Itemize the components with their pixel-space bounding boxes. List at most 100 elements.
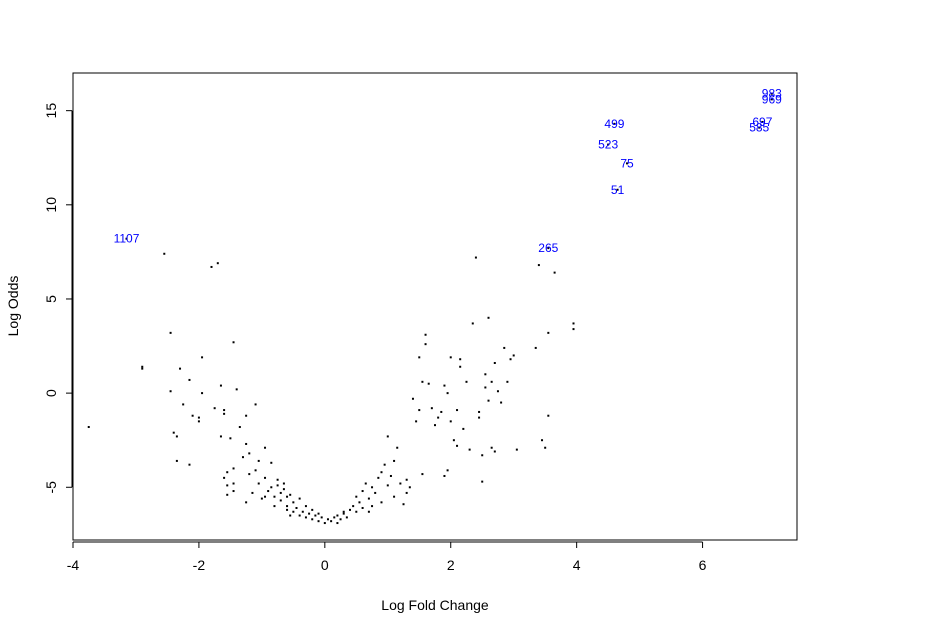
data-point xyxy=(459,365,462,368)
data-point xyxy=(292,510,295,513)
data-point xyxy=(191,414,194,417)
data-point xyxy=(393,459,396,462)
data-point xyxy=(260,497,263,500)
data-point xyxy=(298,514,301,517)
data-point xyxy=(380,501,383,504)
labeled-data-point xyxy=(607,143,610,146)
data-point xyxy=(232,490,235,493)
data-point xyxy=(481,454,484,457)
data-point xyxy=(443,474,446,477)
data-point xyxy=(389,474,392,477)
data-point xyxy=(254,469,257,472)
data-point xyxy=(493,450,496,453)
point-label: 75 xyxy=(620,156,634,170)
data-point xyxy=(487,316,490,319)
data-point xyxy=(169,390,172,393)
data-point xyxy=(267,490,270,493)
data-point xyxy=(465,380,468,383)
data-point xyxy=(226,493,229,496)
data-point xyxy=(449,356,452,359)
data-point xyxy=(188,378,191,381)
data-point xyxy=(311,508,314,511)
data-point xyxy=(515,448,518,451)
data-point xyxy=(229,437,232,440)
data-point xyxy=(273,495,276,498)
data-point xyxy=(248,473,251,476)
data-point xyxy=(352,505,355,508)
data-point xyxy=(197,420,200,423)
data-point xyxy=(471,322,474,325)
y-axis-title: Log Odds xyxy=(5,276,21,337)
x-tick-label: 2 xyxy=(447,557,455,573)
data-point xyxy=(172,431,175,434)
data-point xyxy=(456,409,459,412)
labeled-data-point xyxy=(770,92,773,95)
x-axis: -4 -2 0 2 4 6 xyxy=(67,541,707,573)
data-point xyxy=(223,412,226,415)
data-point xyxy=(509,358,512,361)
data-point xyxy=(201,392,204,395)
data-point xyxy=(434,424,436,427)
y-tick-label: 5 xyxy=(43,295,59,303)
data-point xyxy=(386,435,389,438)
data-point xyxy=(270,461,273,464)
data-point xyxy=(264,476,267,479)
data-point xyxy=(179,367,182,370)
data-point xyxy=(367,497,370,500)
data-point xyxy=(270,486,273,489)
data-point xyxy=(572,328,575,331)
point-label: 265 xyxy=(538,241,558,255)
data-point xyxy=(201,356,204,359)
data-point xyxy=(430,407,433,410)
data-point xyxy=(462,427,465,430)
data-point xyxy=(175,459,178,462)
data-point xyxy=(478,410,481,413)
data-point xyxy=(317,512,320,515)
data-point xyxy=(336,522,339,525)
data-point xyxy=(393,495,396,498)
data-point xyxy=(386,484,389,487)
data-point xyxy=(424,343,427,346)
data-point xyxy=(141,367,144,370)
data-point xyxy=(396,446,399,449)
data-point xyxy=(282,482,285,485)
x-axis-title: Log Fold Change xyxy=(381,597,489,613)
data-point xyxy=(411,397,414,400)
data-point xyxy=(326,518,329,521)
data-point xyxy=(361,490,364,493)
y-axis: -5 0 5 10 15 xyxy=(43,103,73,494)
data-point xyxy=(364,482,367,485)
data-point xyxy=(292,501,295,504)
data-point xyxy=(402,503,405,506)
data-point xyxy=(286,505,289,508)
data-point xyxy=(188,463,191,466)
data-point xyxy=(380,471,383,474)
data-point xyxy=(399,482,402,485)
data-point xyxy=(493,361,496,364)
data-point xyxy=(349,508,352,511)
data-point xyxy=(468,448,471,451)
data-point xyxy=(503,346,506,349)
data-point xyxy=(383,463,386,466)
data-point xyxy=(182,403,185,406)
point-label: 585 xyxy=(749,121,769,135)
data-point xyxy=(537,264,540,267)
data-point xyxy=(286,495,289,498)
x-tick-label: 4 xyxy=(573,557,581,573)
data-point xyxy=(345,516,348,519)
data-point xyxy=(245,442,248,445)
data-point xyxy=(459,358,462,361)
data-point xyxy=(418,409,421,412)
data-point xyxy=(245,414,248,417)
point-label: 697 xyxy=(752,115,772,129)
data-point xyxy=(452,439,455,442)
data-point xyxy=(330,520,333,523)
point-label: 523 xyxy=(598,138,618,152)
data-point xyxy=(301,510,304,513)
data-point xyxy=(289,493,292,496)
data-point xyxy=(371,486,374,489)
data-point xyxy=(421,473,424,476)
data-point xyxy=(478,416,481,419)
data-point xyxy=(443,384,446,387)
data-point xyxy=(219,435,222,438)
